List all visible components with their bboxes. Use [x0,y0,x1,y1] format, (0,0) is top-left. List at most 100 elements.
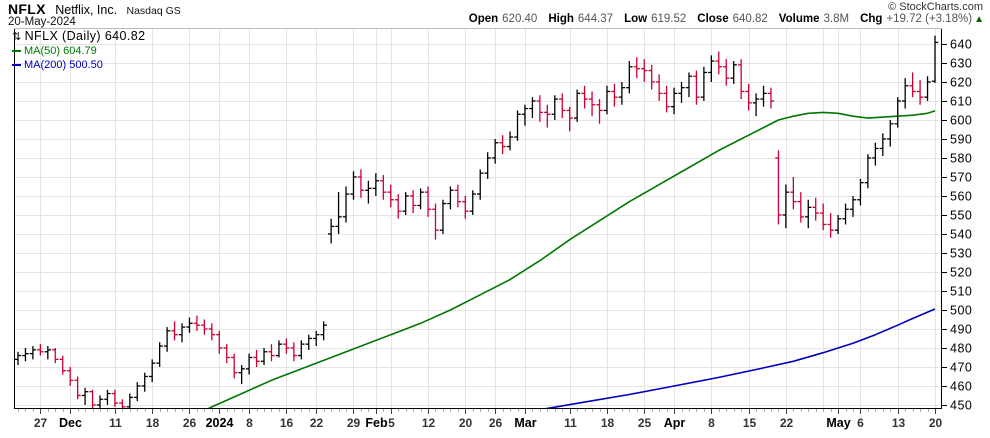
ohlc-bar [819,203,827,231]
x-axis-day-label: 25 [638,416,652,430]
ohlc-bar [842,203,849,225]
ohlc-bar [298,340,305,360]
ohlc-bar [208,323,216,341]
legend-ma200[interactable]: MA(200) 500.50 [12,59,145,72]
ohlc-bar [148,359,156,383]
ohlc-bar [409,190,417,214]
y-axis: 450 460 470 480 490 500 510 520 530 540 550 560 570 5… [942,37,972,412]
ohlc-bar [380,175,387,200]
y-axis-label: 580 [950,151,972,165]
ohlc-bar [603,85,611,115]
ohlc-bar [171,321,178,341]
copyright-notice: © StockCharts.com [888,1,983,13]
ohlc-bar [857,178,864,206]
ohlc-bar [872,142,879,166]
ohlc-bar [723,59,730,86]
ohlc-bar [134,382,141,402]
ohlc-bar [432,203,439,240]
ohlc-bar [573,89,581,122]
ohlc-bar [290,342,298,362]
ohlc-bar [700,66,708,101]
x-axis-month-label: Feb [365,416,388,430]
ohlc-bar [767,87,775,109]
ohlc-bar [342,186,350,223]
ohlc-bar [44,346,52,360]
ohlc-bar [782,184,790,229]
ohlc-bar [253,349,260,367]
ohlc-bar [834,214,842,234]
x-axis-day-label: 6 [857,416,864,430]
volume-quote: Volume 3.8M [778,13,850,25]
ohlc-bar [521,104,529,126]
x-axis-day-label: 5 [388,416,395,430]
legend-price-series[interactable]: ⇅ NFLX (Daily) 640.82 [12,30,145,44]
ohlc-bar [648,64,655,90]
x-axis-day-label: 8 [246,416,253,430]
ohlc-bar [29,346,37,360]
ohlc-bar [22,347,29,362]
company-name: Netflix, Inc. [55,3,118,17]
y-axis-label: 610 [950,94,972,108]
ohlc-bar [141,372,148,392]
ohlc-bar [790,176,797,210]
ohlc-bar [864,154,872,189]
ohlc-bar [66,366,74,386]
ohlc-bar [156,342,163,367]
ohlc-bar [566,106,573,132]
ohlc-bar [59,355,66,375]
ohlc-bar [89,389,96,408]
ohlc-bar [417,188,424,210]
ohlc-bar [186,317,193,333]
ohlc-bar [357,169,365,198]
ohlc-bar [626,61,633,94]
ohlc-bar [178,323,186,343]
plot-border [14,28,942,409]
legend-price-label: NFLX (Daily) 640.82 [24,29,146,43]
ohlc-bar [641,59,648,82]
y-axis-label: 590 [950,132,972,146]
y-axis-label: 520 [950,265,972,279]
change-up-triangle-icon: ▲ [974,14,984,25]
x-axis-day-label: 8 [708,416,715,430]
ohlc-bar [708,55,715,82]
legend-ma50[interactable]: MA(50) 604.79 [12,45,145,58]
ohlc-bar [37,344,44,356]
ohlc-bar [775,150,782,225]
y-axis-label: 600 [950,113,972,127]
y-axis-label: 550 [950,208,972,222]
ohlc-bar [305,334,312,350]
updown-arrows-icon: ⇅ [12,31,22,43]
y-axis-label: 480 [950,341,972,355]
ohlc-bar [894,97,901,128]
ohlc-bar [275,340,283,358]
v-gridlines [40,28,936,408]
chart-header: NFLX Netflix, Inc. Nasdaq GS [8,1,181,19]
ohlc-bar [611,83,618,107]
ma200-line [545,308,936,408]
ohlc-bar [238,365,245,385]
ohlc-bar [514,110,521,141]
ohlc-bar [551,95,558,120]
legend-ma50-label: MA(50) 604.79 [24,45,97,57]
ohlc-bar [812,197,819,221]
x-axis-month-label: Mar [514,416,536,430]
ohlc-bar [499,135,506,155]
x-axis-day-label: 13 [892,416,906,430]
ohlc-bar [737,59,745,100]
ohlc-bar [827,213,834,238]
ohlc-bar [931,35,939,83]
ohlc-bar [581,85,588,109]
x-axis-day-label: 27 [34,416,48,430]
ohlc-bar [469,190,476,215]
x-axis-day-label: 22 [780,416,794,430]
x-axis-day-label: 11 [109,416,122,430]
ticker-symbol: NFLX [8,1,46,17]
ohlc-bar [618,81,626,105]
ohlc-bar [529,97,536,119]
ma200-line-swatch-icon [12,64,21,67]
ohlc-bar [320,321,327,341]
ohlc-bar [484,152,491,179]
ma-lines [207,110,936,408]
